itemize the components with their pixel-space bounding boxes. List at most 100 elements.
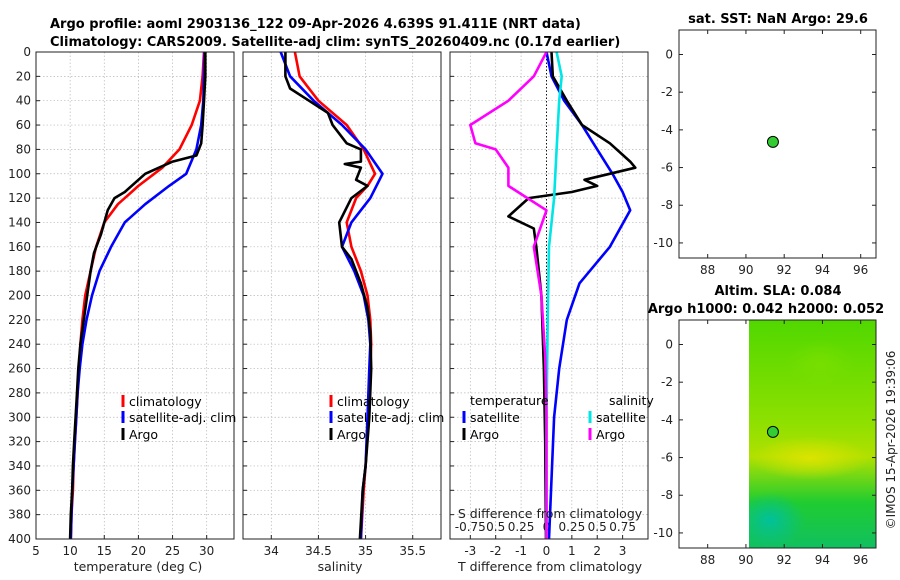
sst-title: sat. SST: NaN Argo: 29.6 <box>688 12 868 27</box>
sla-field-high <box>750 436 870 480</box>
salinity-xlabel: salinity <box>318 559 363 574</box>
s-diff-tick-label: 0.25 <box>508 520 535 534</box>
legend-t-sat-label: satellite <box>470 410 520 425</box>
lon-tick-label: 88 <box>700 263 715 277</box>
temperature-legend: climatology satellite-adj. clim Argo <box>121 394 236 442</box>
lat-tick-label: -10 <box>653 236 673 250</box>
y-tick-label: 120 <box>8 191 31 205</box>
plot-frame <box>35 51 235 540</box>
y-tick-label: 0 <box>23 45 31 59</box>
y-tick-label: 200 <box>8 289 31 303</box>
x-tick-label: 0 <box>543 544 551 558</box>
lat-tick-label: -4 <box>661 123 673 137</box>
lon-tick-label: 92 <box>777 553 792 567</box>
y-tick-label: 240 <box>8 337 31 351</box>
y-tick-label: 220 <box>8 313 31 327</box>
map-frame <box>678 319 877 549</box>
x-tick-label: 1 <box>568 544 576 558</box>
x-tick-label: 34.5 <box>305 544 332 558</box>
y-tick-label: 180 <box>8 264 31 278</box>
lon-tick-label: 88 <box>700 553 715 567</box>
sst-map-panel: 88 90 92 94 96 0 -2 -4 -6 -8 -10 <box>653 29 877 277</box>
y-tick-label: 80 <box>16 142 31 156</box>
plot-frame <box>449 51 649 540</box>
figure-title-line1: Argo profile: aoml 2903136_122 09-Apr-20… <box>50 17 581 32</box>
y-tick-label: 380 <box>8 508 31 522</box>
s-diff-tick-label: 0.75 <box>609 520 636 534</box>
legend-sat-label: satellite-adj. clim <box>129 410 236 425</box>
difference-xlabel: T difference from climatology <box>457 559 643 574</box>
y-tick-label: 340 <box>8 459 31 473</box>
sla-field-patch <box>785 340 855 390</box>
lon-tick-label: 94 <box>815 553 830 567</box>
x-tick-label: 20 <box>131 544 146 558</box>
y-tick-label: 100 <box>8 167 31 181</box>
difference-legend: temperature salinity satellite Argo sate… <box>462 393 654 442</box>
salinity-panel: 34 34.5 35 35.5 <box>242 51 442 558</box>
sla-title-line2: Argo h1000: 0.042 h2000: 0.052 <box>648 302 884 317</box>
x-tick-label: 30 <box>199 544 214 558</box>
argo-float-marker <box>766 425 779 438</box>
x-tick-label: 35.5 <box>399 544 426 558</box>
sla-title-line1: Altim. SLA: 0.084 <box>715 284 842 299</box>
y-tick-label: 20 <box>16 69 31 83</box>
x-tick-label: 2 <box>593 544 601 558</box>
x-tick-label: 15 <box>97 544 112 558</box>
x-tick-label: -2 <box>490 544 502 558</box>
lat-tick-label: -8 <box>661 488 673 502</box>
series-line <box>545 51 632 540</box>
lon-tick-label: 92 <box>777 263 792 277</box>
y-tick-label: 60 <box>16 118 31 132</box>
lon-tick-label: 94 <box>815 263 830 277</box>
lat-tick-label: 0 <box>665 47 673 61</box>
legend-temperature-title: temperature <box>470 393 549 408</box>
x-tick-label: 34 <box>264 544 279 558</box>
x-tick-label: -3 <box>464 544 476 558</box>
lat-tick-label: -2 <box>661 85 673 99</box>
s-diff-tick-label: 0.5 <box>588 520 607 534</box>
salinity-legend: climatology satellite-adj. clim Argo <box>329 394 444 442</box>
lon-tick-label: 96 <box>853 553 868 567</box>
lon-tick-label: 90 <box>738 553 753 567</box>
sla-field-low <box>749 492 805 548</box>
lon-tick-label: 96 <box>853 263 868 277</box>
lat-tick-label: -10 <box>653 526 673 540</box>
legend-argo-label: Argo <box>129 427 158 442</box>
lon-tick-label: 90 <box>738 263 753 277</box>
legend-salinity-title: salinity <box>609 393 654 408</box>
s-difference-label: S difference from climatology <box>458 506 643 521</box>
lat-tick-label: -6 <box>661 451 673 465</box>
legend-argo-label: Argo <box>337 427 366 442</box>
series-line <box>468 51 548 539</box>
lat-tick-label: 0 <box>665 337 673 351</box>
s-diff-tick-label: 0.25 <box>558 520 585 534</box>
x-tick-label: 35 <box>358 544 373 558</box>
y-tick-label: 320 <box>8 435 31 449</box>
lat-tick-label: -8 <box>661 198 673 212</box>
legend-t-argo-label: Argo <box>470 427 499 442</box>
y-tick-label: 400 <box>8 532 31 546</box>
s-diff-tick-label: 0.5 <box>486 520 505 534</box>
difference-panel: -3 -2 -1 0 1 2 3 -0.750.5 0.25 0 0.25 0.5 0.75 <box>449 51 649 558</box>
x-tick-label: 3 <box>619 544 627 558</box>
map-frame <box>678 29 877 259</box>
x-tick-label: 25 <box>165 544 180 558</box>
y-tick-label: 40 <box>16 94 31 108</box>
y-tick-label: 280 <box>8 386 31 400</box>
y-tick-label: 360 <box>8 483 31 497</box>
s-diff-tick-label: -0.75 <box>455 520 486 534</box>
figure-title-line2: Climatology: CARS2009. Satellite-adj cli… <box>50 35 620 50</box>
lat-tick-label: -4 <box>661 413 673 427</box>
temperature-xlabel: temperature (deg C) <box>74 559 203 574</box>
s-difference-tick-labels: -0.750.5 0.25 0 0.25 0.5 0.75 <box>455 520 636 534</box>
x-tick-label: 10 <box>62 544 77 558</box>
y-tick-label: 300 <box>8 410 31 424</box>
lat-tick-label: -2 <box>661 375 673 389</box>
x-tick-label: 5 <box>32 544 40 558</box>
temperature-panel: 0 20 40 60 80 100 120 140 160 180 200 220 240 260 280 3… <box>8 45 235 558</box>
y-tick-label: 260 <box>8 362 31 376</box>
x-tick-label: -1 <box>515 544 527 558</box>
lat-tick-label: -6 <box>661 161 673 175</box>
legend-clim-label: climatology <box>129 394 202 409</box>
